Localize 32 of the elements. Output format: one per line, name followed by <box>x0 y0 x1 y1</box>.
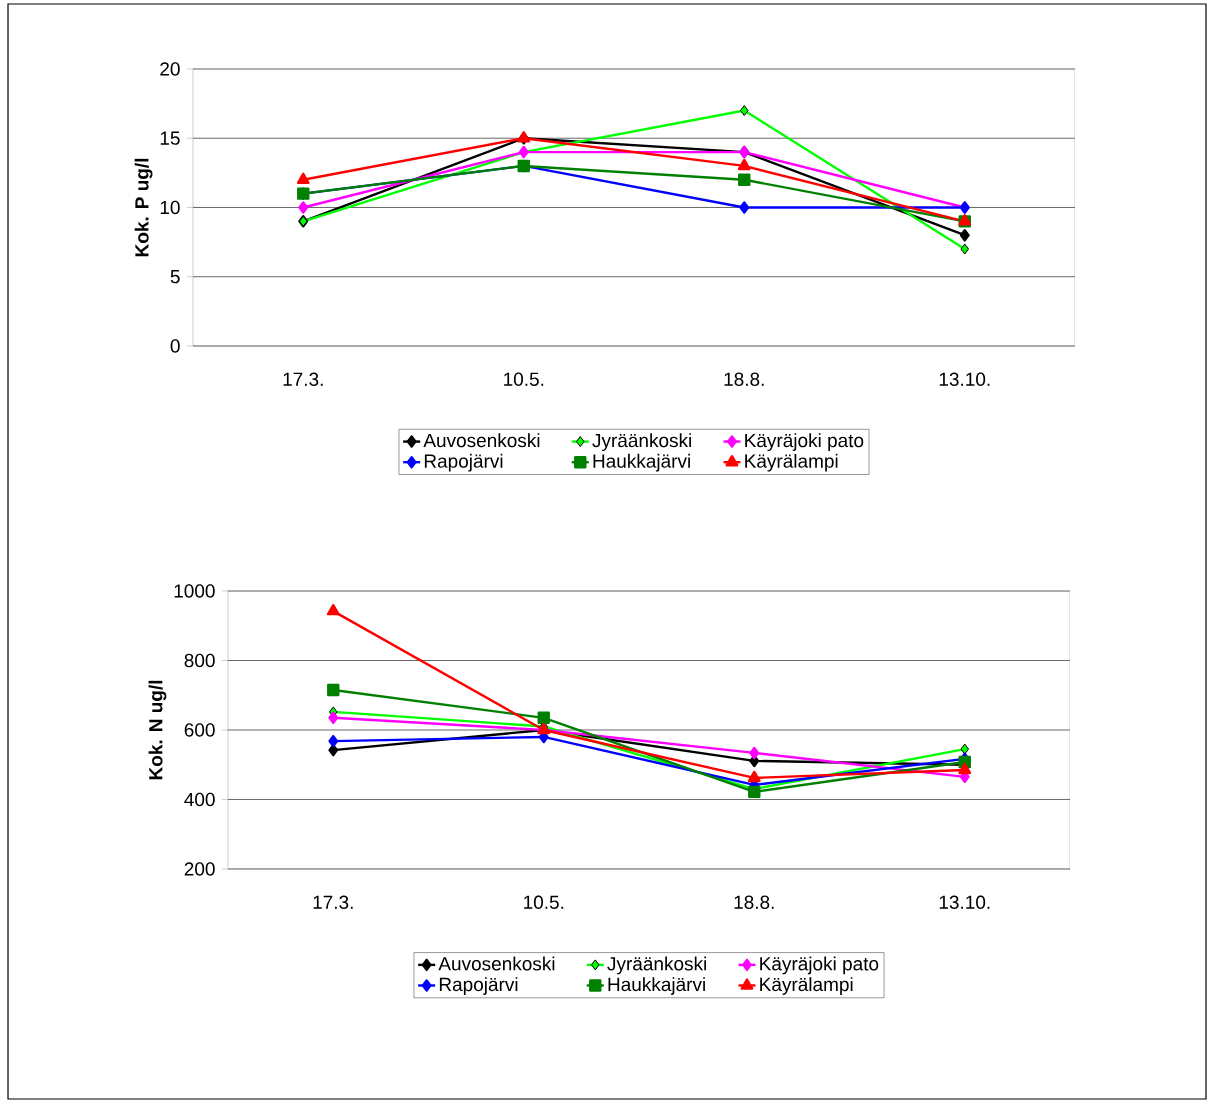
x-tick-label: 13.10. <box>939 895 990 909</box>
y-axis-title: Kok. N ug/l <box>148 680 167 780</box>
legend-label: Haukkajärvi <box>608 977 705 995</box>
y-tick-label: 600 <box>184 723 215 737</box>
y-axis-title: Kok. P ug/l <box>134 158 153 257</box>
legend-label: Jyräänkoski <box>592 433 691 451</box>
legend-label: Jyräänkoski <box>607 956 706 975</box>
y-tick-label: 400 <box>184 792 215 807</box>
y-tick-label: 20 <box>160 62 180 76</box>
x-tick-label: 17.3. <box>283 372 323 386</box>
y-tick-label: 800 <box>184 653 215 668</box>
y-tick-label: 200 <box>184 862 215 876</box>
x-tick-label: 18.8. <box>724 372 764 386</box>
x-tick-label: 18.8. <box>734 895 774 909</box>
y-tick-label: 0 <box>170 339 180 353</box>
x-tick-label: 13.10. <box>939 372 990 386</box>
legend-label: Auvosenkoski <box>423 433 540 448</box>
legend-label: Käyrälampi <box>745 453 838 472</box>
x-tick-label: 17.3. <box>313 895 353 909</box>
y-tick-label: 15 <box>160 131 180 145</box>
x-tick-label: 10.5. <box>504 372 544 386</box>
legend-label: Käyrälampi <box>760 977 853 995</box>
y-tick-label: 5 <box>170 270 180 284</box>
legend-label: Haukkajärvi <box>593 453 690 472</box>
legend-label: Käyräjoki pato <box>760 956 879 975</box>
x-tick-label: 10.5. <box>524 895 564 909</box>
legend-label: Rapojärvi <box>424 453 503 472</box>
legend-label: Auvosenkoski <box>438 956 555 971</box>
legend-label: Rapojärvi <box>439 977 518 995</box>
y-tick-label: 1000 <box>174 584 215 598</box>
legend-label: Käyräjoki pato <box>745 433 864 451</box>
y-tick-label: 10 <box>160 200 180 215</box>
